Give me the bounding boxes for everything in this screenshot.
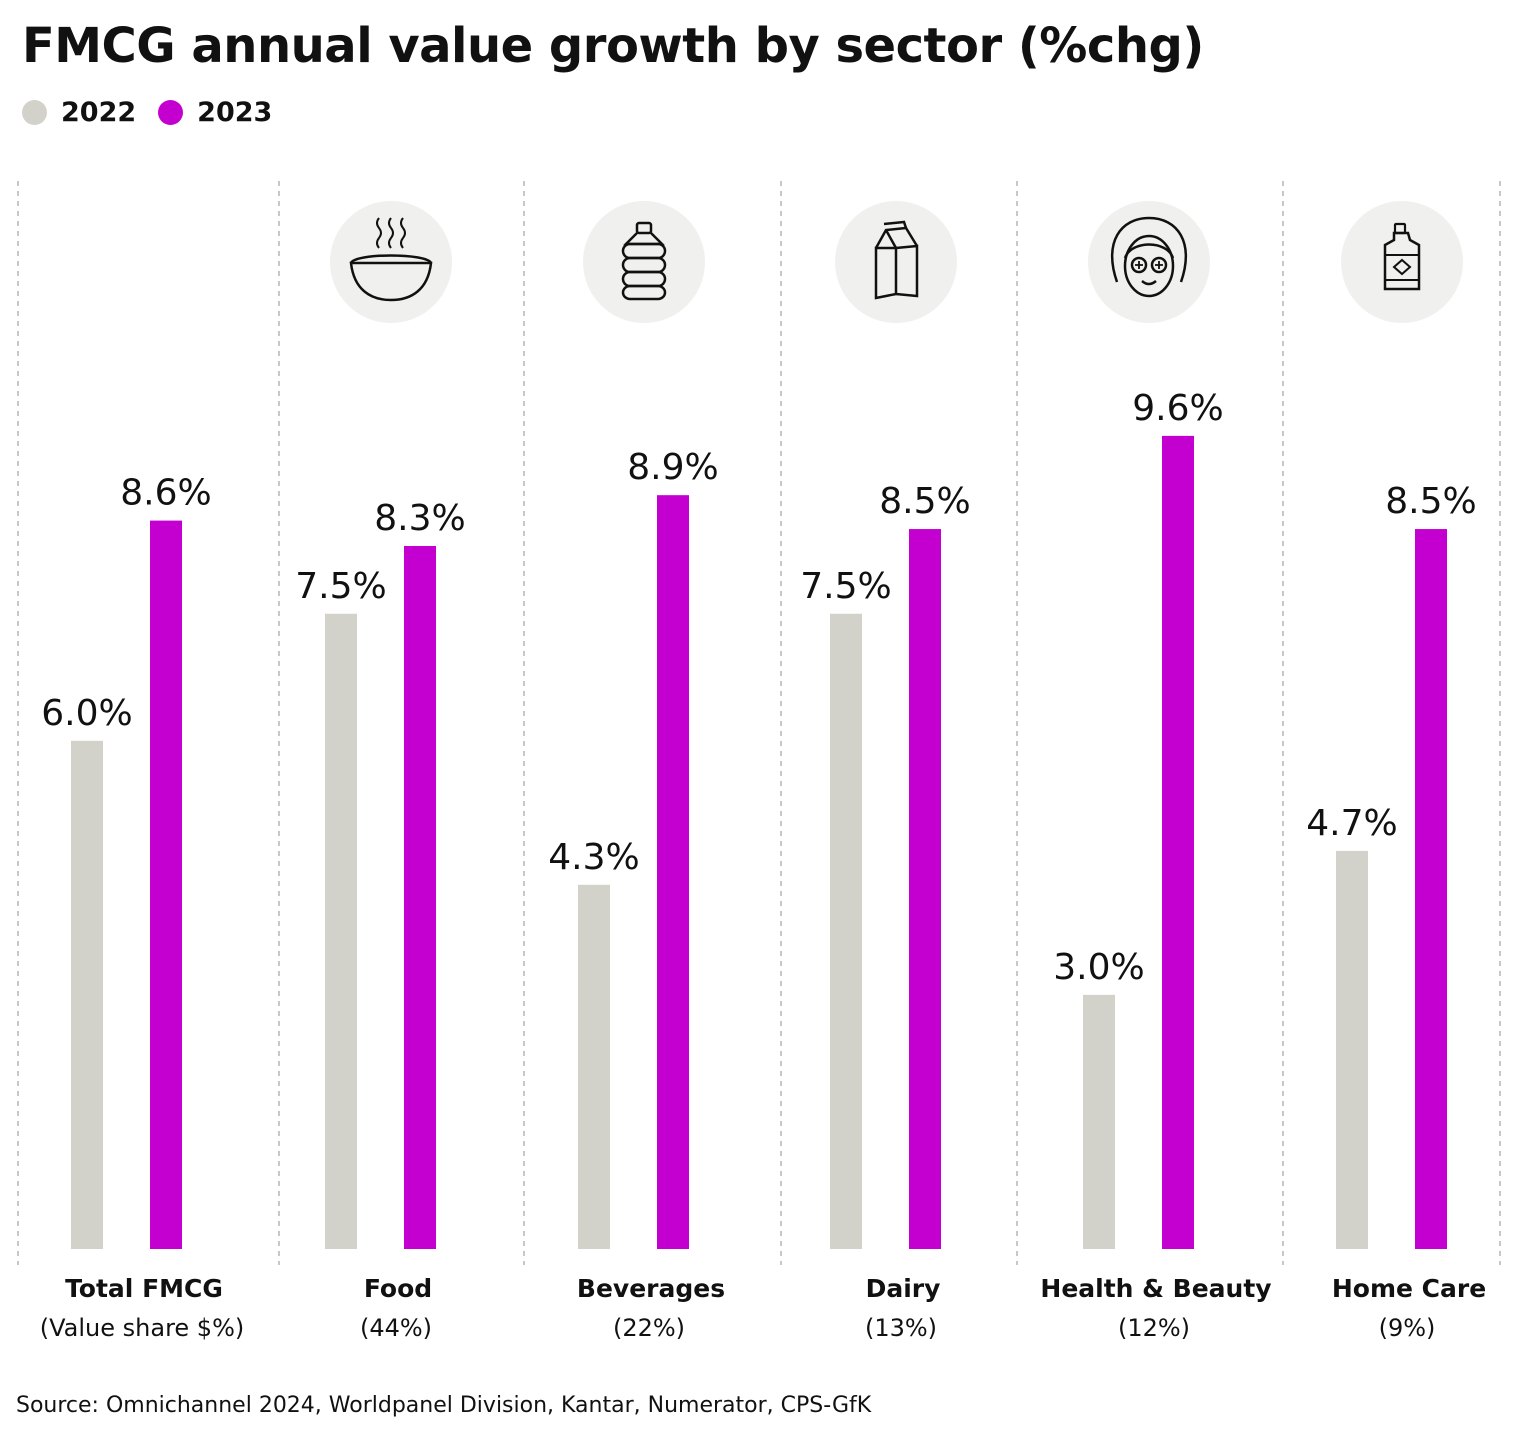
category-share-total-fmcg: (Value share $%) <box>40 1314 245 1342</box>
legend-swatch-2023 <box>158 100 184 125</box>
data-label-2022-food: 7.5% <box>295 566 386 607</box>
bar-2023-food <box>404 545 436 1249</box>
category-share-beverages: (22%) <box>613 1314 685 1342</box>
category-share-health-beauty: (12%) <box>1118 1314 1190 1342</box>
legend-label-2022: 2022 <box>61 97 137 128</box>
category-share-home-care: (9%) <box>1379 1314 1436 1342</box>
bar-2022-total-fmcg <box>71 740 103 1249</box>
milk-carton-icon <box>835 201 957 323</box>
bar-2022-beverages <box>578 884 610 1249</box>
data-label-2023-health-beauty: 9.6% <box>1132 388 1223 429</box>
bar-2023-dairy <box>909 529 941 1249</box>
data-label-2023-beverages: 8.9% <box>627 447 718 488</box>
data-label-2022-total-fmcg: 6.0% <box>41 693 132 734</box>
data-label-2023-home-care: 8.5% <box>1385 481 1476 522</box>
category-share-food: (44%) <box>360 1314 432 1342</box>
data-label-2022-health-beauty: 3.0% <box>1053 947 1144 988</box>
legend-label-2023: 2023 <box>197 97 273 128</box>
legend-swatch-2022 <box>22 100 47 125</box>
detergent-bottle-icon <box>1341 201 1463 323</box>
category-label-health-beauty: Health & Beauty <box>1040 1274 1271 1303</box>
data-label-2023-food: 8.3% <box>374 498 465 539</box>
category-label-total-fmcg: Total FMCG <box>65 1274 223 1303</box>
source-note: Source: Omnichannel 2024, Worldpanel Div… <box>16 1393 872 1418</box>
category-label-food: Food <box>364 1274 432 1303</box>
data-label-2022-dairy: 7.5% <box>800 566 891 607</box>
data-label-2023-total-fmcg: 8.6% <box>120 473 211 514</box>
bar-2022-dairy <box>830 613 862 1249</box>
water-bottle-icon <box>583 201 705 323</box>
bar-2023-home-care <box>1415 529 1447 1249</box>
face-mask-icon <box>1088 201 1210 323</box>
soup-bowl-icon <box>330 201 452 323</box>
data-label-2023-dairy: 8.5% <box>879 481 970 522</box>
bar-2023-beverages <box>657 495 689 1249</box>
bar-2022-home-care <box>1336 850 1368 1249</box>
legend: 2022 2023 <box>22 97 294 128</box>
bar-2023-total-fmcg <box>150 520 182 1249</box>
legend-item-2022: 2022 <box>22 97 136 128</box>
bar-2022-food <box>325 613 357 1249</box>
category-label-dairy: Dairy <box>866 1274 941 1303</box>
category-label-home-care: Home Care <box>1332 1274 1486 1303</box>
chart-title: FMCG annual value growth by sector (%chg… <box>22 18 1204 74</box>
bar-2023-health-beauty <box>1162 435 1194 1249</box>
data-label-2022-home-care: 4.7% <box>1306 803 1397 844</box>
bar-2022-health-beauty <box>1083 994 1115 1249</box>
legend-item-2023: 2023 <box>158 97 272 128</box>
category-share-dairy: (13%) <box>865 1314 937 1342</box>
category-label-beverages: Beverages <box>577 1274 725 1303</box>
data-label-2022-beverages: 4.3% <box>548 837 639 878</box>
